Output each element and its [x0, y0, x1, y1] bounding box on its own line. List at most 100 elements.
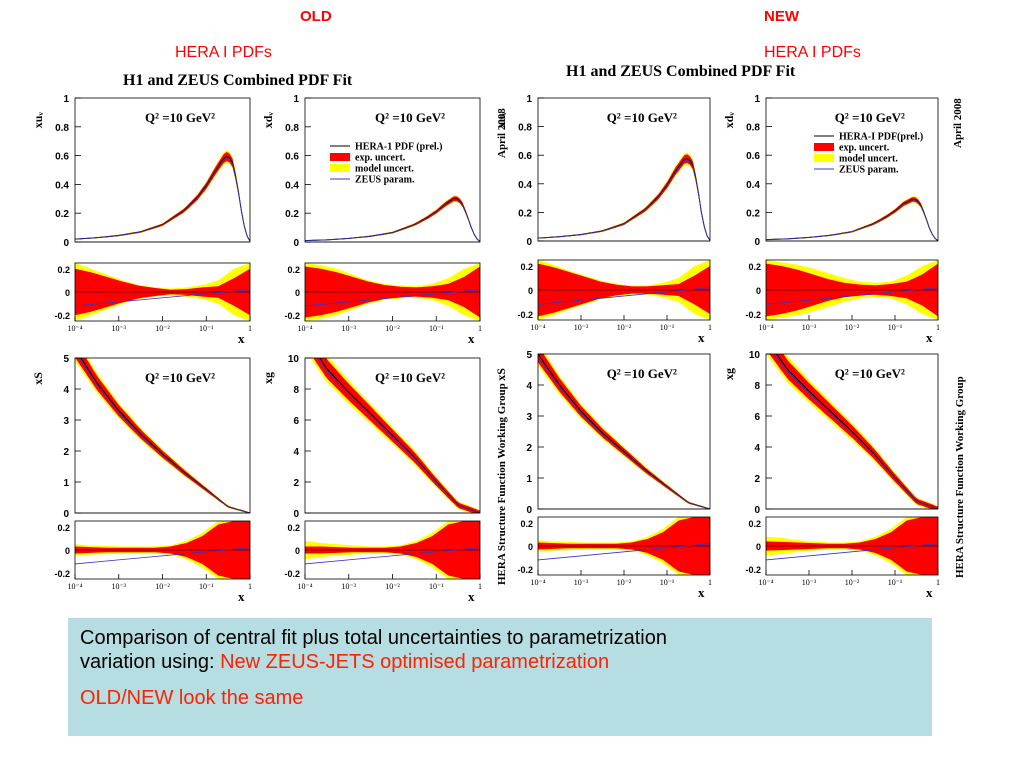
ratio-ytick-label-old-xg-1: 0 [295, 546, 300, 556]
ratio-zeus-line-new-xdv [765, 287, 939, 305]
xtick-label-old-xs-2: 10⁻² [155, 582, 170, 591]
main-frame-new-xs [537, 353, 711, 510]
legend-text-central-new: HERA-I PDF(prel.) [839, 132, 923, 143]
ratio-ytick-label-new-xs-0: 0.2 [520, 519, 533, 529]
ytick-label-old-xuv-3: 0.4 [55, 180, 69, 191]
ratio-zeus-line-new-xuv [537, 287, 711, 305]
xtick-label-new-xdv-2: 10⁻² [845, 323, 860, 332]
ratio-ytick-label-new-xs-1: 0 [528, 542, 533, 552]
xlabel-new-xg: x [926, 585, 933, 600]
ytick-label-old-xg-1: 8 [293, 385, 299, 396]
ytick-label-new-xuv-4: 0.2 [518, 208, 532, 219]
legend-text-zeus-new: ZEUS param. [839, 165, 899, 176]
legend-text-exp-old: exp. uncert. [355, 153, 406, 164]
xtick-label-new-xs-1: 10⁻³ [574, 578, 589, 587]
main-frame-old-xuv [74, 97, 251, 243]
q2-label-new-xuv: Q² =10 GeV² [607, 110, 677, 125]
legend-text-exp-new: exp. uncert. [839, 143, 890, 154]
exp-band-new-xuv [538, 154, 710, 241]
xtick-label-new-xdv-3: 10⁻¹ [888, 323, 903, 332]
main-frame-new-xdv [765, 97, 939, 242]
xtick-label-new-xg-4: 1 [936, 578, 940, 587]
old-label: OLD [300, 8, 332, 25]
xtick-label-old-xs-4: 1 [248, 582, 252, 591]
xlabel-new-xdv: x [926, 330, 933, 345]
ratio-ytick-label-old-xdv-1: 0 [295, 288, 300, 298]
model-band-new-xg [766, 354, 938, 509]
ratio-ytick-label-new-xg-1: 0 [756, 542, 761, 552]
ytick-label-new-xs-5: 0 [526, 505, 532, 516]
legend-text-zeus-old: ZEUS param. [355, 175, 415, 186]
new-subtitle: HERA I PDFs [764, 44, 861, 61]
ratio-ytick-label-new-xuv-2: -0.2 [517, 310, 533, 320]
ratio-ytick-label-new-xuv-0: 0.2 [520, 262, 533, 272]
ytick-label-new-xdv-4: 0.2 [746, 208, 760, 219]
ytick-label-new-xs-0: 5 [526, 350, 532, 361]
main-frame-new-xg [765, 353, 939, 510]
model-band-old-xs [75, 358, 250, 513]
yname-old-xdv: xdᵥ [261, 112, 275, 129]
q2-label-new-xdv: Q² =10 GeV² [835, 110, 905, 125]
exp-band-old-xg [313, 358, 480, 513]
ytick-label-new-xs-4: 1 [526, 474, 532, 485]
ytick-label-old-xg-2: 6 [293, 416, 299, 427]
ytick-label-old-xuv-2: 0.6 [55, 152, 69, 163]
main-frame-old-xdv [304, 97, 481, 243]
ytick-label-new-xuv-1: 0.8 [518, 123, 532, 134]
ytick-label-new-xg-2: 6 [754, 412, 760, 423]
caption-box: Comparison of central fit plus total unc… [68, 618, 932, 736]
zeus-curve-old-xg [317, 358, 480, 513]
ratio-zeus-line-old-xuv [74, 289, 251, 307]
exp-band-old-xdv [305, 196, 480, 242]
ytick-label-new-xdv-0: 1 [754, 94, 760, 105]
xtick-label-old-xs-0: 10⁻⁴ [67, 582, 82, 591]
ratio-zeus-line-old-xdv [304, 289, 481, 307]
yname-new-xdv: xdᵥ [722, 112, 736, 129]
ratio-ytick-label-old-xuv-0: 0.2 [57, 265, 70, 275]
model-band-new-xs [538, 354, 710, 509]
legend-swatch-model-new [814, 154, 834, 162]
exp-band-old-xuv [75, 152, 250, 242]
ytick-label-old-xg-0: 10 [288, 354, 300, 365]
ytick-label-new-xg-3: 4 [754, 443, 760, 454]
xtick-label-new-xuv-0: 10⁻⁴ [530, 323, 545, 332]
ratio-ytick-label-old-xs-2: -0.2 [54, 569, 70, 579]
yname-new-xg: xg [722, 368, 736, 380]
ytick-label-old-xs-0: 5 [63, 354, 69, 365]
ratio-ytick-label-new-xdv-1: 0 [756, 286, 761, 296]
ratio-ytick-label-old-xg-2: -0.2 [284, 569, 300, 579]
xtick-label-old-xg-3: 10⁻¹ [429, 582, 444, 591]
yname-new-xs: xS [494, 368, 508, 381]
new-label: NEW [764, 8, 799, 25]
ratio-ytick-label-old-xuv-1: 0 [65, 288, 70, 298]
ratio-ytick-label-old-xuv-2: -0.2 [54, 311, 70, 321]
xtick-label-old-xuv-3: 10⁻¹ [199, 324, 214, 333]
ytick-label-new-xg-5: 0 [754, 505, 760, 516]
xtick-label-new-xuv-3: 10⁻¹ [660, 323, 675, 332]
legend-text-model-old: model uncert. [355, 164, 414, 175]
ratio-zeus-line-new-xg [765, 543, 939, 561]
xtick-label-new-xs-4: 1 [708, 578, 712, 587]
xtick-label-old-xdv-1: 10⁻³ [341, 324, 356, 333]
ytick-label-old-xuv-0: 1 [63, 94, 69, 105]
xtick-label-old-xdv-2: 10⁻² [385, 324, 400, 333]
main-frame-old-xg [304, 357, 481, 514]
ytick-label-new-xdv-2: 0.6 [746, 151, 760, 162]
xtick-label-new-xs-0: 10⁻⁴ [530, 578, 545, 587]
q2-label-old-xg: Q² =10 GeV² [375, 370, 445, 385]
legend-swatch-model-old [330, 164, 350, 172]
ytick-label-old-xdv-5: 0 [293, 238, 299, 249]
q2-label-old-xdv: Q² =10 GeV² [375, 110, 445, 125]
ratio-zeus-line-old-xs [74, 547, 251, 565]
main-frame-old-xs [74, 357, 251, 514]
xtick-label-old-xg-2: 10⁻² [385, 582, 400, 591]
exp-band-new-xdv [766, 197, 938, 241]
ratio-zeus-line-old-xg [304, 547, 481, 565]
ytick-label-old-xdv-2: 0.6 [285, 152, 299, 163]
old-subtitle: HERA I PDFs [175, 44, 272, 61]
q2-label-old-xuv: Q² =10 GeV² [145, 110, 215, 125]
yname-old-xs: xS [31, 372, 45, 385]
xtick-label-old-xs-1: 10⁻³ [111, 582, 126, 591]
ytick-label-old-xs-5: 0 [63, 509, 69, 520]
ytick-label-old-xdv-0: 1 [293, 94, 299, 105]
